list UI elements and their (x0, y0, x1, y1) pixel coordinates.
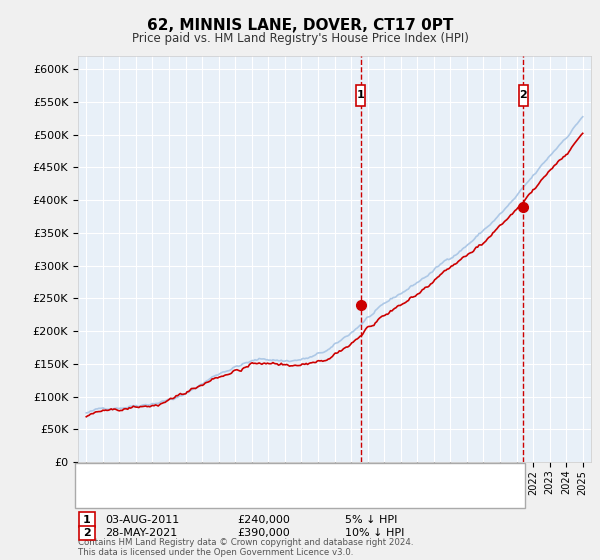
FancyBboxPatch shape (518, 85, 528, 106)
Text: 1: 1 (357, 90, 365, 100)
Text: 2: 2 (520, 90, 527, 100)
Text: 10% ↓ HPI: 10% ↓ HPI (345, 528, 404, 538)
Text: 62, MINNIS LANE, DOVER, CT17 0PT: 62, MINNIS LANE, DOVER, CT17 0PT (147, 18, 453, 33)
Text: £240,000: £240,000 (237, 515, 290, 525)
Text: HPI: Average price, detached house, Dover: HPI: Average price, detached house, Dove… (119, 489, 343, 499)
Text: Contains HM Land Registry data © Crown copyright and database right 2024.
This d: Contains HM Land Registry data © Crown c… (78, 538, 413, 557)
Text: 2: 2 (83, 528, 91, 538)
Text: £390,000: £390,000 (237, 528, 290, 538)
Text: 62, MINNIS LANE, DOVER, CT17 0PT (detached house): 62, MINNIS LANE, DOVER, CT17 0PT (detach… (119, 472, 400, 482)
Text: 03-AUG-2011: 03-AUG-2011 (105, 515, 179, 525)
Text: 28-MAY-2021: 28-MAY-2021 (105, 528, 177, 538)
Text: 5% ↓ HPI: 5% ↓ HPI (345, 515, 397, 525)
Text: 1: 1 (83, 515, 91, 525)
Text: Price paid vs. HM Land Registry's House Price Index (HPI): Price paid vs. HM Land Registry's House … (131, 32, 469, 45)
FancyBboxPatch shape (356, 85, 365, 106)
